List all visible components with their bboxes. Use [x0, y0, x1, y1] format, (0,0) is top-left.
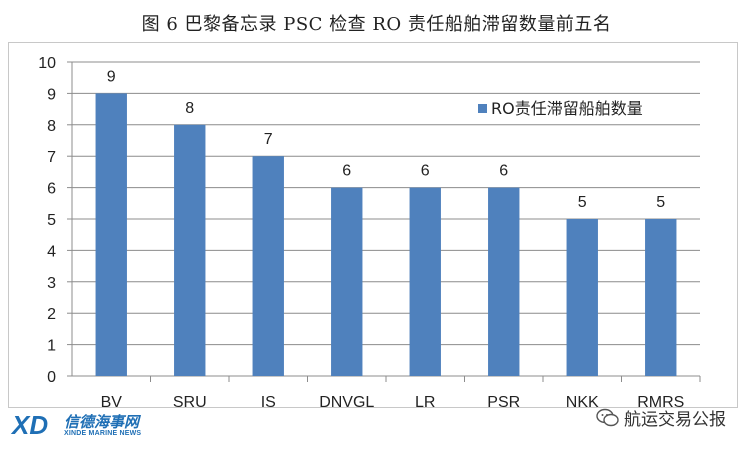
wechat-watermark: 航运交易公报: [596, 405, 726, 430]
y-tick-label: 10: [38, 55, 56, 72]
y-tick-label: 5: [47, 212, 56, 229]
x-tick-label: DNVGL: [319, 394, 374, 411]
data-label: 5: [656, 194, 665, 211]
x-tick-label: NKK: [566, 394, 599, 411]
legend-swatch: [478, 104, 487, 113]
data-label: 6: [342, 163, 351, 180]
bar-rmrs: [645, 219, 677, 376]
bar-bv: [95, 93, 127, 377]
data-label: 9: [107, 68, 116, 85]
bar-is: [252, 156, 284, 376]
bar-dnvgl: [331, 187, 363, 376]
xinde-name-cn: 信德海事网: [64, 412, 140, 431]
x-tick-label: PSR: [487, 394, 520, 411]
x-tick-label: SRU: [173, 394, 207, 411]
y-tick-label: 2: [47, 306, 56, 323]
bar-psr: [488, 187, 520, 376]
wechat-icon: [596, 408, 619, 426]
x-tick-label: LR: [415, 394, 435, 411]
bar-sru: [174, 124, 206, 376]
xinde-logo-icon: XD: [10, 410, 48, 440]
bar-nkk: [566, 219, 598, 376]
y-tick-label: 8: [47, 118, 56, 135]
bar-lr: [409, 187, 441, 376]
y-tick-label: 9: [47, 86, 56, 103]
x-tick-label: IS: [261, 394, 276, 411]
y-tick-label: 7: [47, 149, 56, 166]
y-tick-label: 4: [47, 243, 56, 260]
data-label: 8: [185, 100, 194, 117]
svg-text:XD: XD: [10, 410, 48, 440]
chart-frame: [8, 42, 738, 408]
xinde-name-en: XINDE MARINE NEWS: [64, 429, 142, 437]
y-tick-label: 0: [47, 369, 56, 386]
figure-caption: 图 6 巴黎备忘录 PSC 检查 RO 责任船舶滞留数量前五名: [141, 14, 612, 35]
data-label: 5: [578, 194, 587, 211]
data-label: 6: [421, 163, 430, 180]
y-tick-label: 1: [47, 338, 56, 355]
legend-label: RO责任滞留船舶数量: [491, 99, 643, 118]
data-label: 6: [499, 163, 508, 180]
xinde-name: 信德海事网 XINDE MARINE NEWS: [64, 414, 141, 437]
data-label: 7: [264, 131, 273, 148]
x-tick-label: BV: [101, 394, 123, 411]
xinde-watermark: XD 信德海事网 XINDE MARINE NEWS: [10, 410, 141, 440]
wechat-account-name: 航运交易公报: [624, 410, 726, 430]
x-tick-label: RMRS: [637, 394, 684, 411]
y-tick-label: 6: [47, 181, 56, 198]
y-tick-label: 3: [47, 275, 56, 292]
